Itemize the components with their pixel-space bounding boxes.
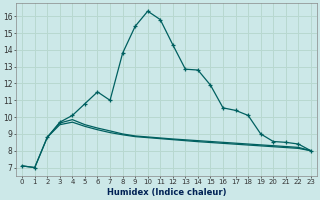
X-axis label: Humidex (Indice chaleur): Humidex (Indice chaleur) <box>107 188 226 197</box>
